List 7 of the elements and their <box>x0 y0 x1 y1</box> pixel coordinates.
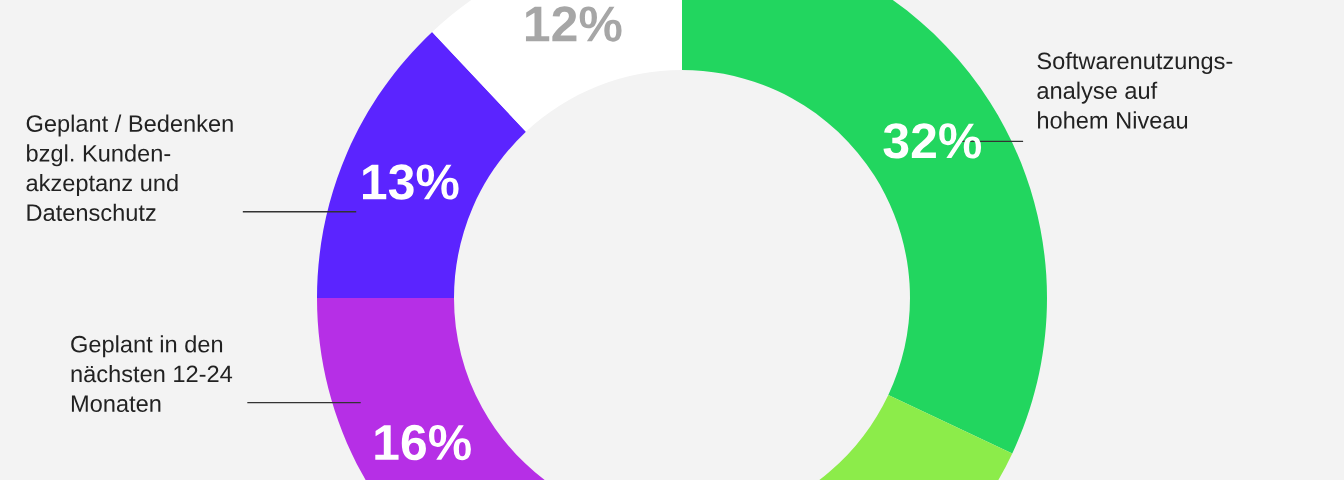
slice-label: Softwarenutzungs- analyse auf hohem Niveau <box>1037 51 1233 129</box>
data-label: 13% <box>363 164 459 200</box>
data-label: 32% <box>883 123 982 159</box>
slice-label: Geplant in den nächsten 12-24 Monaten <box>71 335 233 412</box>
data-label: 16% <box>375 424 471 461</box>
slice-label: Geplant / Bedenken bzgl. Kunden- akzeptanz und Datenschutz <box>26 114 233 222</box>
data-label: 12% <box>525 6 622 42</box>
